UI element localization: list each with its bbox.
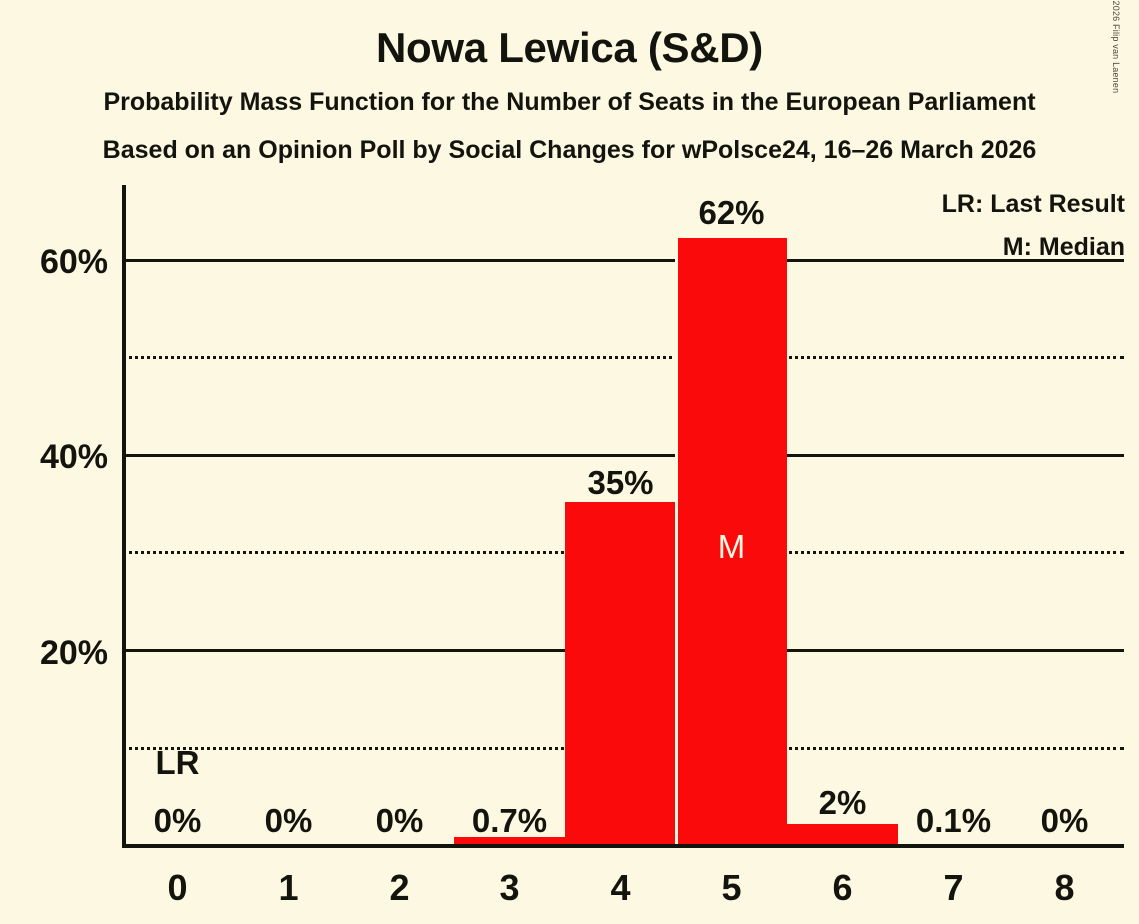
value-label-seats-0: 0% xyxy=(153,802,202,839)
bar-seats-5 xyxy=(676,238,787,844)
x-axis-label-3: 3 xyxy=(499,867,520,908)
legend-entry-last-result: LR: Last Result xyxy=(941,190,1125,218)
y-axis-label-20: 20% xyxy=(39,634,108,672)
gridline-minor-50 xyxy=(122,356,1124,359)
x-axis-line xyxy=(122,844,1124,848)
bar-seats-3 xyxy=(454,837,565,844)
value-label-seats-3: 0.7% xyxy=(471,802,548,839)
y-axis-line xyxy=(122,185,126,848)
x-axis-label-5: 5 xyxy=(721,867,742,908)
legend-entry-median: M: Median xyxy=(1002,233,1125,261)
value-label-seats-7: 0.1% xyxy=(915,802,992,839)
x-axis-label-8: 8 xyxy=(1054,867,1075,908)
value-label-seats-5: 62% xyxy=(698,194,765,231)
value-label-seats-1: 0% xyxy=(264,802,313,839)
chart-legend: LR: Last Result M: Median xyxy=(942,183,1125,269)
x-axis-label-2: 2 xyxy=(389,867,410,908)
value-label-seats-8: 0% xyxy=(1040,802,1089,839)
value-label-seats-6: 2% xyxy=(818,784,867,821)
median-marker: M xyxy=(717,528,746,565)
y-axis-label-40: 40% xyxy=(39,438,108,476)
x-axis-label-7: 7 xyxy=(943,867,964,908)
y-axis-label-60: 60% xyxy=(39,243,108,281)
bar-seats-6 xyxy=(787,824,898,844)
gridline-major-60 xyxy=(122,259,1124,262)
copyright-notice: © 2026 Filip van Laenen xyxy=(1111,0,1121,94)
last-result-marker: LR xyxy=(155,744,200,781)
chart-subtitle-secondary: Based on an Opinion Poll by Social Chang… xyxy=(102,136,1037,164)
plot-area: 0% 0% 0% 0.7% 35% 62% 2% 0.1% 0% LR M 0 … xyxy=(122,185,1124,906)
chart-subtitle-primary: Probability Mass Function for the Number… xyxy=(103,88,1036,116)
x-axis-label-6: 6 xyxy=(832,867,853,908)
gridline-major-40 xyxy=(122,454,1124,457)
value-label-seats-4: 35% xyxy=(587,464,654,501)
chart-title: Nowa Lewica (S&D) xyxy=(376,24,763,71)
x-axis-label-4: 4 xyxy=(610,867,631,908)
x-axis-label-0: 0 xyxy=(167,867,188,908)
bar-seats-4 xyxy=(565,502,676,844)
x-axis-label-1: 1 xyxy=(278,867,299,908)
value-label-seats-2: 0% xyxy=(375,802,424,839)
bar-separator-4-5 xyxy=(675,238,678,844)
